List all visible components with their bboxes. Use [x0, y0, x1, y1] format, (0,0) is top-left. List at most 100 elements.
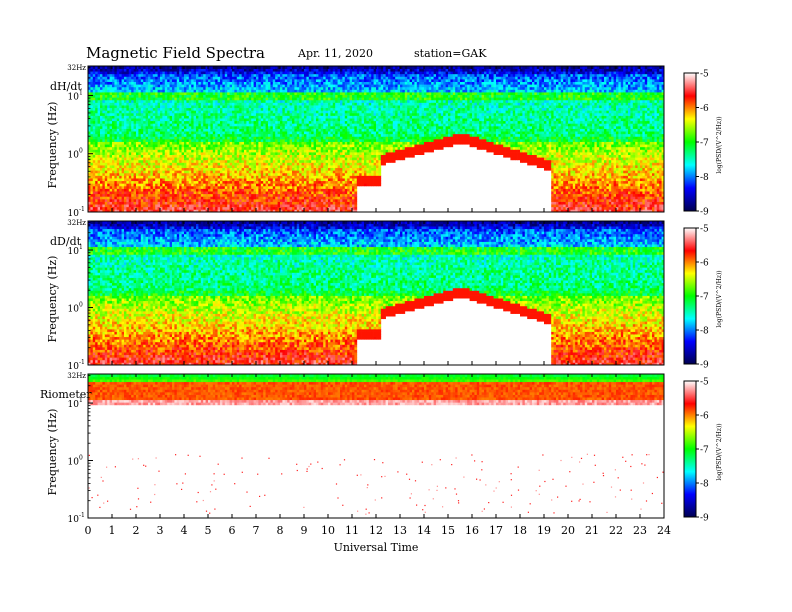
heat-cell [268, 183, 271, 187]
heat-cell [138, 97, 142, 101]
heat-cell [155, 204, 158, 208]
heat-cell [203, 206, 206, 210]
heat-cell [119, 79, 122, 82]
heat-cell [277, 149, 281, 153]
heat-cell [212, 92, 216, 96]
heat-cell [164, 79, 168, 82]
heat-cell [121, 118, 125, 122]
heat-cell [174, 120, 178, 124]
heat-cell [224, 105, 228, 109]
heat-cell [109, 141, 113, 145]
heat-cell [284, 165, 288, 169]
heat-cell [280, 81, 283, 85]
heat-cell [88, 118, 91, 122]
heat-cell [210, 154, 214, 158]
heat-cell [119, 107, 122, 111]
heat-cell [208, 71, 211, 75]
heat-cell [140, 68, 144, 72]
heat-cell [169, 76, 173, 80]
heat-cell [222, 107, 226, 111]
heat-cell [289, 71, 293, 75]
heat-cell [256, 79, 259, 82]
heat-cell [217, 94, 221, 98]
heat-cell [258, 71, 262, 75]
heat-cell [119, 118, 122, 122]
heat-cell [294, 76, 298, 80]
heat-cell [121, 120, 125, 124]
heat-cell [95, 66, 98, 69]
heat-cell [128, 165, 132, 169]
heat-cell [124, 188, 127, 192]
heat-cell [172, 165, 175, 169]
heat-cell [248, 125, 252, 129]
heat-cell [265, 99, 269, 103]
heat-cell [236, 79, 240, 82]
heat-cell [97, 159, 101, 163]
heat-cell [114, 206, 118, 210]
heat-cell [215, 152, 218, 155]
heat-cell [172, 105, 175, 109]
heat-cell [104, 105, 108, 109]
heat-cell [136, 133, 139, 137]
heat-cell [251, 73, 254, 77]
heat-cell [186, 133, 190, 137]
heat-cell [280, 131, 283, 135]
heat-cell [155, 188, 158, 192]
heat-cell [109, 170, 113, 174]
heat-cell [92, 206, 96, 210]
heat-cell [296, 79, 300, 82]
heat-cell [169, 144, 173, 148]
station-label: station=GAK [414, 47, 486, 60]
heat-cell [116, 68, 120, 72]
heat-cell [229, 157, 233, 161]
heat-cell [140, 191, 144, 195]
heat-cell [150, 71, 154, 75]
heat-cell [244, 193, 247, 197]
heat-cell [92, 172, 96, 176]
heat-cell [208, 180, 211, 184]
heat-cell [184, 81, 187, 85]
heat-cell [133, 112, 137, 116]
heat-cell [200, 123, 204, 127]
heat-cell [198, 172, 202, 176]
heat-cell [104, 196, 108, 200]
heat-cell [90, 123, 94, 127]
heat-cell [128, 112, 132, 116]
heat-cell [241, 115, 245, 119]
heat-cell [200, 172, 204, 176]
heat-cell [246, 172, 250, 176]
heat-cell [234, 133, 238, 137]
heat-cell [212, 159, 216, 163]
heat-cell [164, 133, 168, 137]
heat-cell [280, 125, 283, 129]
heat-cell [119, 196, 122, 200]
heat-cell [198, 206, 202, 210]
heat-cell [258, 81, 262, 85]
heat-cell [234, 185, 238, 189]
heat-cell [203, 180, 206, 184]
heat-cell [88, 193, 91, 197]
heat-cell [179, 112, 182, 116]
heat-cell [268, 66, 271, 69]
heat-cell [186, 131, 190, 135]
heat-cell [162, 99, 166, 103]
heat-cell [258, 68, 262, 72]
heat-cell [181, 178, 185, 182]
heat-cell [263, 159, 266, 163]
heat-cell [210, 120, 214, 124]
heat-cell [248, 99, 252, 103]
heat-cell [169, 123, 173, 127]
heat-cell [260, 120, 264, 124]
heat-cell [140, 136, 144, 140]
heat-cell [100, 68, 103, 72]
heat-cell [109, 84, 113, 88]
heat-cell [299, 146, 302, 150]
heat-cell [167, 97, 170, 101]
heat-cell [133, 68, 137, 72]
heat-cell [212, 112, 216, 116]
heat-cell [176, 110, 180, 114]
heat-cell [114, 84, 118, 88]
heat-cell [116, 105, 120, 109]
heat-cell [294, 68, 298, 72]
heat-cell [112, 162, 115, 166]
